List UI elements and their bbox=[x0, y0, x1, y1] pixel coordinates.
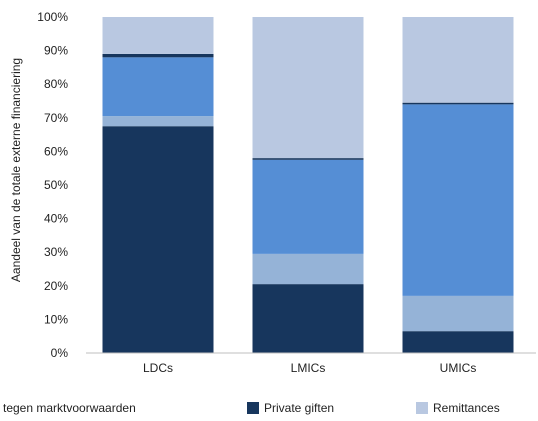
legend-item-private-gifts: Private giften bbox=[247, 401, 334, 415]
y-tick-label: 90% bbox=[44, 44, 68, 58]
bar-segment-umics-0 bbox=[402, 331, 514, 353]
bar-segment-ldcs-0 bbox=[102, 126, 214, 353]
bar-segment-lmics-0 bbox=[252, 284, 364, 353]
y-tick-label: 0% bbox=[51, 346, 69, 360]
bar-segment-umics-1 bbox=[402, 295, 514, 332]
y-tick-label: 20% bbox=[44, 279, 68, 293]
y-tick-label: 70% bbox=[44, 111, 68, 125]
bar-segment-umics-2 bbox=[402, 104, 514, 296]
y-tick-label: 50% bbox=[44, 178, 68, 192]
x-tick-label-umics: UMICs bbox=[440, 361, 477, 375]
y-axis-label: Aandeel van de totale externe financieri… bbox=[9, 58, 23, 282]
legend-swatch-private-gifts bbox=[247, 402, 259, 414]
y-tick-label: 10% bbox=[44, 312, 68, 326]
bar-segment-ldcs-2 bbox=[102, 57, 214, 117]
stacked-bar-chart: 0% 10% 20% 30% 40% 50% 60% 70% 80% 90% 100% LDCs LM… bbox=[9, 10, 536, 375]
bar-segment-umics-4 bbox=[402, 17, 514, 103]
legend-item-remittances: Remittances bbox=[416, 401, 500, 415]
legend-swatch-remittances bbox=[416, 402, 428, 414]
x-tick-label-ldcs: LDCs bbox=[143, 361, 173, 375]
x-tick-label-lmics: LMICs bbox=[291, 361, 326, 375]
y-tick-label: 100% bbox=[37, 10, 68, 24]
bar-segment-lmics-2 bbox=[252, 159, 364, 254]
bar-segment-umics-3 bbox=[402, 102, 514, 105]
bar-segment-lmics-4 bbox=[252, 17, 364, 159]
bar-segment-ldcs-4 bbox=[102, 17, 214, 54]
legend: tegen marktvoorwaarden Private giften Re… bbox=[0, 401, 538, 421]
y-tick-label: 80% bbox=[44, 77, 68, 91]
y-tick-label: 30% bbox=[44, 245, 68, 259]
bars bbox=[102, 17, 514, 353]
x-axis-ticks: LDCs LMICs UMICs bbox=[143, 361, 476, 375]
bar-segment-ldcs-1 bbox=[102, 116, 214, 127]
y-tick-label: 40% bbox=[44, 212, 68, 226]
legend-label-market: tegen marktvoorwaarden bbox=[3, 401, 136, 415]
legend-label-remittances: Remittances bbox=[433, 401, 500, 415]
y-axis-ticks: 0% 10% 20% 30% 40% 50% 60% 70% 80% 90% 100% bbox=[37, 10, 68, 360]
legend-item-market: tegen marktvoorwaarden bbox=[0, 401, 136, 415]
bar-segment-lmics-3 bbox=[252, 158, 364, 160]
y-tick-label: 60% bbox=[44, 144, 68, 158]
legend-label-private-gifts: Private giften bbox=[264, 401, 335, 415]
bar-segment-ldcs-3 bbox=[102, 53, 214, 58]
bar-segment-lmics-1 bbox=[252, 253, 364, 285]
